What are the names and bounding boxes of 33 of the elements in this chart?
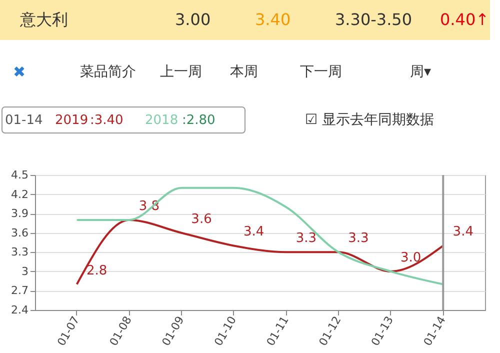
y-tick-label: 2.4 [11,304,28,316]
text: 本周 [230,64,258,80]
y-tick-label: 3 [22,264,28,278]
data-label: 3.3 [348,231,369,246]
data-label: 3.0 [400,250,422,266]
text: 周▾ [410,64,432,80]
data-label: 3.3 [296,231,317,246]
y-tick-label: 2.7 [11,284,28,298]
text: :3.40 [90,113,124,128]
text: 3.30-3.50 [335,10,412,29]
data-label: 3.6 [191,212,212,227]
text: 3.00 [175,10,211,29]
data-label: 3.4 [452,224,474,240]
text: 意大利 [19,10,68,29]
line-series [76,186,444,286]
y-tick-label: 3.9 [11,207,28,220]
text: 01-14 [5,113,43,128]
text: 0.40↑ [440,10,490,29]
text: :2.80 [182,113,216,128]
text: 下一周 [300,64,342,80]
y-tick-label: 3.6 [11,226,28,240]
text: ✖ [13,63,26,81]
text: 菜品简介 [80,64,136,80]
y-tick-label: 3.3 [11,246,28,259]
text: 2019 [55,113,88,128]
text: 上一周 [160,64,202,80]
y-tick-label: 4.5 [11,168,28,182]
y-tick-label: 4.2 [11,188,28,201]
data-label: 3.4 [243,224,264,240]
data-label: 2.8 [86,263,108,278]
text: 2018 [145,113,178,128]
text: 3.40 [255,10,291,29]
text: ☑ 显示去年同期数据 [305,112,434,128]
